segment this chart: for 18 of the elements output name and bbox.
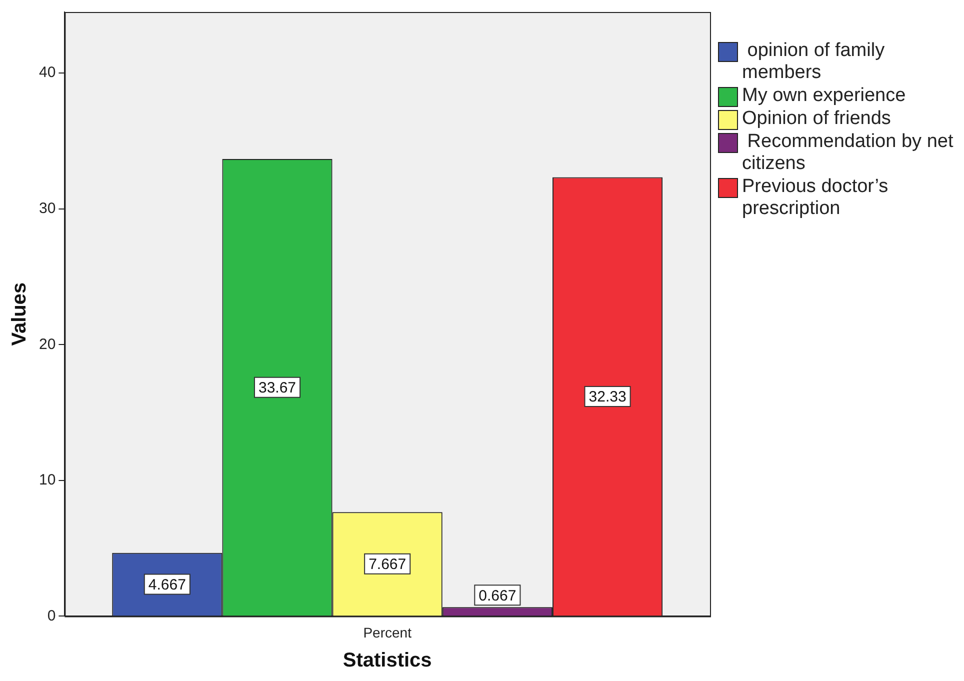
y-tick-label: 0 bbox=[47, 607, 56, 624]
legend-label: Previous doctor’s prescription bbox=[742, 176, 890, 220]
x-axis-title: Statistics bbox=[342, 650, 432, 672]
data-label: 7.667 bbox=[368, 556, 406, 574]
y-tick-label: 40 bbox=[38, 64, 56, 82]
data-label: 4.667 bbox=[148, 576, 186, 594]
x-tick-label: Percent bbox=[363, 624, 412, 640]
legend-label: Opinion of friends bbox=[742, 108, 891, 130]
y-axis-title: Values bbox=[8, 282, 31, 346]
y-tick-label: 20 bbox=[38, 336, 56, 353]
data-label: 32.33 bbox=[588, 388, 626, 406]
y-tick-label: 10 bbox=[38, 472, 56, 489]
legend-label: My own experience bbox=[742, 85, 906, 107]
data-label: 0.667 bbox=[478, 587, 516, 604]
legend-label: opinion of family members bbox=[742, 40, 886, 84]
legend-label: Recommendation by net citizens bbox=[742, 131, 954, 175]
y-tick-label: 30 bbox=[38, 200, 56, 218]
data-label: 33.67 bbox=[258, 380, 296, 397]
